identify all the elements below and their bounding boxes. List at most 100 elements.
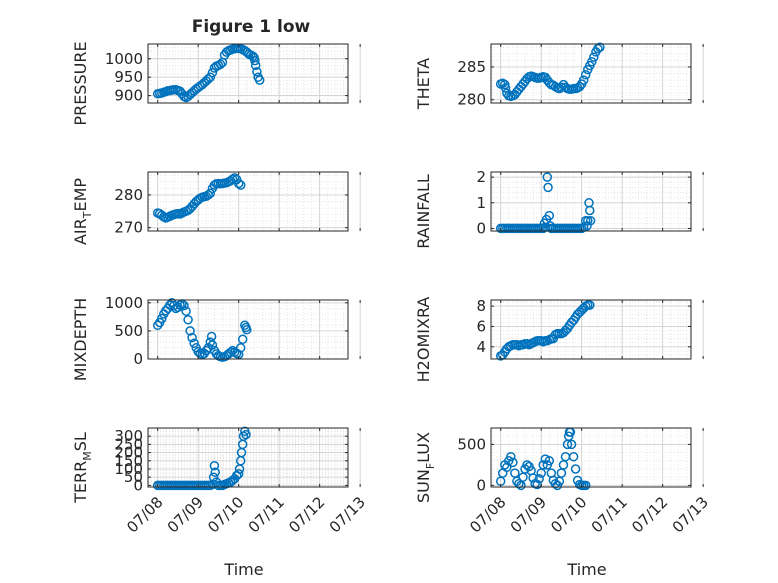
y-tick-label: 270 — [114, 219, 143, 237]
data-point — [157, 313, 167, 324]
data-point — [237, 334, 248, 345]
x-axis-label: Time — [566, 560, 606, 579]
y-tick-label: 6 — [476, 317, 486, 335]
y-tick-label: 280 — [114, 186, 143, 204]
figure-title: Figure 1 low — [192, 17, 311, 37]
x-axis-label: Time — [223, 560, 263, 579]
axes-box — [147, 427, 349, 488]
subplot-h2omixra: 4 6 8 H2OMIXRA — [414, 297, 704, 383]
data-point — [544, 456, 555, 466]
y-axis-label: SUNFLUX — [414, 432, 437, 503]
data-point — [502, 462, 512, 473]
data-point — [208, 472, 219, 482]
data-point — [187, 332, 197, 343]
data-point — [580, 70, 591, 80]
data-point — [227, 174, 238, 184]
data-point — [235, 180, 246, 190]
y-tick-label: 1000 — [105, 50, 143, 68]
axes-box — [147, 43, 349, 104]
data-point — [585, 215, 596, 226]
data-point — [506, 451, 516, 462]
data-point — [585, 300, 595, 310]
y-axis-label: H2OMIXRA — [414, 297, 433, 383]
data-point — [203, 190, 214, 200]
data-point — [589, 52, 599, 62]
data-series — [152, 43, 265, 103]
data-series — [495, 300, 595, 361]
data-point — [534, 474, 544, 484]
y-tick-label: 500 — [114, 322, 143, 340]
data-point — [542, 172, 553, 182]
y-tick-label: 0 — [476, 219, 486, 237]
y-axis-label: TERRMSL — [71, 432, 94, 504]
y-tick-label: 50 — [124, 468, 143, 486]
y-axis-label: AIRTEMP — [71, 178, 94, 245]
data-series — [152, 173, 246, 223]
y-axis-label: MIXDEPTH — [71, 298, 90, 381]
y-tick-label: 0 — [133, 350, 143, 368]
data-point — [207, 68, 218, 78]
data-point — [215, 59, 226, 70]
axes-box — [490, 43, 692, 104]
data-point — [500, 83, 511, 93]
data-point — [235, 343, 246, 353]
axes-box — [490, 299, 692, 360]
y-tick-label: 100 — [114, 460, 143, 478]
axes-box — [147, 299, 349, 360]
y-tick-label: 300 — [114, 427, 143, 445]
y-tick-label: 900 — [114, 87, 143, 105]
data-point — [595, 42, 605, 53]
data-point — [568, 451, 579, 462]
data-point — [181, 306, 191, 316]
data-point — [583, 215, 593, 226]
data-point — [233, 469, 244, 479]
data-point — [179, 300, 189, 311]
data-point — [585, 205, 595, 216]
data-point — [252, 66, 262, 77]
data-point — [570, 464, 581, 474]
data-point — [528, 473, 538, 483]
axes-box — [490, 171, 692, 232]
data-series — [495, 42, 605, 102]
y-tick-label: 250 — [114, 435, 143, 453]
data-point — [205, 188, 216, 199]
subplot-theta: 280 285 THETA — [414, 42, 704, 110]
y-tick-label: 0 — [476, 476, 486, 494]
subplot-mixdepth: 0 500 1000 MIXDEPTH — [71, 294, 361, 381]
axes-box — [147, 171, 349, 232]
subplot-rainfall: 0 1 2 RAINFALL — [414, 168, 704, 249]
data-point — [578, 75, 589, 85]
data-point — [241, 429, 251, 440]
y-tick-label: 200 — [114, 444, 143, 462]
data-point — [566, 439, 577, 450]
y-axis-label: THETA — [414, 58, 433, 110]
data-point — [233, 178, 244, 189]
y-tick-label: 500 — [457, 435, 486, 453]
y-axis-label: RAINFALL — [414, 174, 433, 249]
data-point — [205, 72, 216, 82]
data-point — [250, 55, 260, 66]
data-point — [185, 326, 195, 336]
data-point — [183, 314, 193, 325]
data-point — [207, 340, 218, 350]
data-series — [152, 298, 252, 363]
data-point — [210, 467, 220, 478]
data-point — [514, 478, 524, 489]
data-point — [543, 182, 553, 193]
axes-box — [490, 427, 692, 488]
y-tick-label: 2 — [476, 168, 486, 186]
y-tick-label: 8 — [476, 297, 486, 315]
data-point — [248, 51, 258, 61]
y-axis-label: PRESSURE — [71, 41, 90, 125]
subplot-air_temp: 270 280 AIRTEMP — [71, 171, 361, 245]
data-point — [189, 338, 199, 349]
data-series — [495, 427, 591, 491]
y-tick-label: 1 — [476, 194, 486, 212]
y-tick-label: 150 — [114, 452, 143, 470]
y-tick-label: 950 — [114, 68, 143, 86]
data-point — [544, 210, 555, 221]
y-tick-label: 0 — [133, 476, 143, 494]
